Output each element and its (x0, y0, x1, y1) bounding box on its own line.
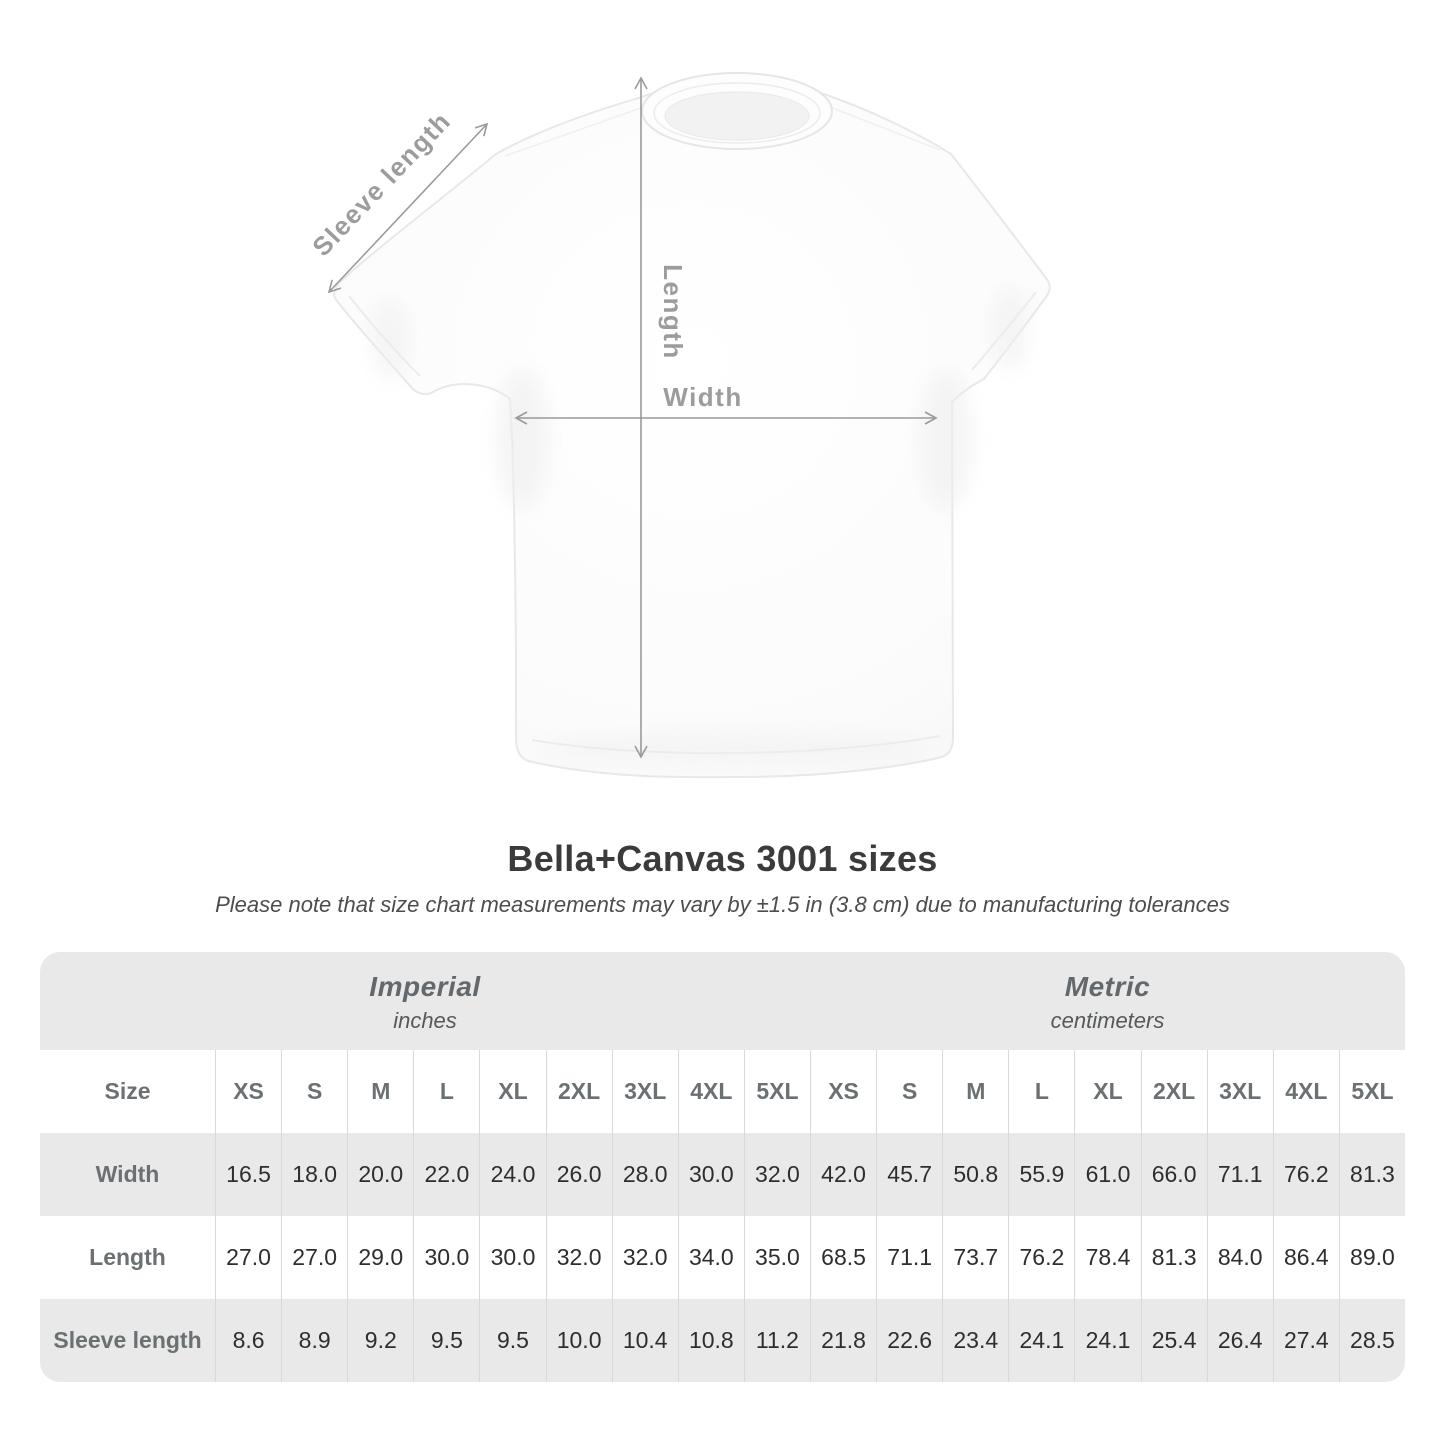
size-col-header: XS (215, 1050, 281, 1133)
measurement-value: 24.1 (1008, 1299, 1075, 1382)
size-row-header: Size (104, 1078, 151, 1104)
size-col-header: 3XL (1206, 1050, 1273, 1133)
measurement-value: 10.8 (677, 1299, 744, 1382)
measurement-value: 24.1 (1074, 1299, 1141, 1382)
row-label: Sleeve length (40, 1299, 215, 1382)
measurement-value: 30.0 (677, 1133, 744, 1216)
length-label: Length (658, 264, 688, 360)
size-col-header: L (1008, 1050, 1074, 1133)
metric-label: Metric (1064, 970, 1151, 1002)
tshirt-illustration: Sleeve length Length Width (306, 72, 1051, 779)
measurement-value: 9.5 (479, 1299, 546, 1382)
measurement-value: 71.1 (876, 1216, 942, 1299)
measurement-value: 24.0 (479, 1133, 546, 1216)
measurement-value: 89.0 (1338, 1216, 1405, 1299)
metric-group-header: Metric centimeters (810, 952, 1405, 1050)
size-col-header: M (347, 1050, 413, 1133)
tshirt-body (333, 72, 1051, 779)
measurement-value: 21.8 (810, 1299, 877, 1382)
row-label: Width (40, 1133, 215, 1216)
size-col-header: XL (479, 1050, 545, 1133)
imperial-label: Imperial (369, 970, 481, 1002)
imperial-unit: inches (393, 1007, 457, 1033)
measurement-value: 22.6 (876, 1299, 943, 1382)
size-col-header: 5XL (1338, 1050, 1405, 1133)
measurement-value: 22.0 (413, 1133, 480, 1216)
measurement-value: 84.0 (1206, 1216, 1273, 1299)
right-cuff-seam (971, 291, 1037, 371)
imperial-group-header: Imperial inches (40, 952, 810, 1050)
measurement-value: 78.4 (1074, 1216, 1140, 1299)
size-col-header: 5XL (743, 1050, 810, 1133)
size-table: Imperial inches Metric centimeters Size … (40, 952, 1405, 1382)
shirt-measurement-diagram: Sleeve length Length Width (306, 72, 1051, 779)
metric-unit: centimeters (1050, 1007, 1165, 1033)
left-cuff-seam (348, 295, 421, 377)
measurement-value: 11.2 (743, 1299, 810, 1382)
measurement-value: 61.0 (1074, 1133, 1141, 1216)
measurement-value: 32.0 (545, 1216, 612, 1299)
measurement-value: 81.3 (1338, 1133, 1405, 1216)
table-header-band: Imperial inches Metric centimeters (40, 952, 1405, 1050)
measurement-value: 68.5 (810, 1216, 876, 1299)
measurement-value: 32.0 (611, 1216, 678, 1299)
measurement-value: 50.8 (942, 1133, 1009, 1216)
measurement-value: 27.4 (1272, 1299, 1339, 1382)
measurement-value: 34.0 (677, 1216, 744, 1299)
measurement-value: 28.5 (1338, 1299, 1405, 1382)
measurement-value: 32.0 (743, 1133, 810, 1216)
measurement-value: 42.0 (810, 1133, 877, 1216)
size-col-header: XL (1074, 1050, 1140, 1133)
width-label: Width (663, 382, 742, 412)
size-col-header: 2XL (545, 1050, 612, 1133)
measurement-value: 35.0 (743, 1216, 810, 1299)
measurement-value: 76.2 (1008, 1216, 1074, 1299)
measurement-value: 25.4 (1140, 1299, 1207, 1382)
measurement-value: 27.0 (215, 1216, 281, 1299)
measurement-value: 10.4 (611, 1299, 678, 1382)
measurement-value: 8.6 (215, 1299, 282, 1382)
measurement-value: 23.4 (942, 1299, 1009, 1382)
measurement-value: 66.0 (1140, 1133, 1207, 1216)
measurement-value: 26.0 (545, 1133, 612, 1216)
measurement-value: 29.0 (347, 1216, 413, 1299)
measurement-value: 28.0 (611, 1133, 678, 1216)
shoulder-seams (504, 102, 941, 157)
measurement-value: 71.1 (1206, 1133, 1273, 1216)
measurement-value: 8.9 (281, 1299, 348, 1382)
measurement-value: 30.0 (413, 1216, 479, 1299)
size-col-header: XS (810, 1050, 876, 1133)
size-col-header: 2XL (1140, 1050, 1207, 1133)
tolerance-note: Please note that size chart measurements… (215, 892, 1230, 917)
measurement-value: 73.7 (942, 1216, 1008, 1299)
measurement-value: 81.3 (1140, 1216, 1207, 1299)
measurement-value: 9.2 (347, 1299, 414, 1382)
measurement-value: 55.9 (1008, 1133, 1075, 1216)
hem-seam (531, 735, 941, 755)
measurement-value: 16.5 (215, 1133, 282, 1216)
measurement-arrows (327, 76, 938, 759)
measurement-value: 9.5 (413, 1299, 480, 1382)
measurement-value: 27.0 (281, 1216, 347, 1299)
row-label: Length (89, 1244, 166, 1270)
size-col-header: S (876, 1050, 942, 1133)
measurement-value: 10.0 (545, 1299, 612, 1382)
measurement-value: 30.0 (479, 1216, 545, 1299)
size-col-header: L (413, 1050, 479, 1133)
measurement-value: 86.4 (1272, 1216, 1339, 1299)
measurement-value: 26.4 (1206, 1299, 1273, 1382)
measurement-value: 45.7 (876, 1133, 943, 1216)
page-title: Bella+Canvas 3001 sizes (507, 838, 938, 879)
size-col-header: 4XL (1272, 1050, 1339, 1133)
size-col-header: S (281, 1050, 347, 1133)
measurement-value: 18.0 (281, 1133, 348, 1216)
size-col-header: 4XL (677, 1050, 744, 1133)
measurement-value: 76.2 (1272, 1133, 1339, 1216)
collar (641, 72, 833, 150)
size-col-header: M (942, 1050, 1008, 1133)
sleeve-length-arrow (327, 122, 489, 294)
size-col-header: 3XL (611, 1050, 678, 1133)
measurement-value: 20.0 (347, 1133, 414, 1216)
